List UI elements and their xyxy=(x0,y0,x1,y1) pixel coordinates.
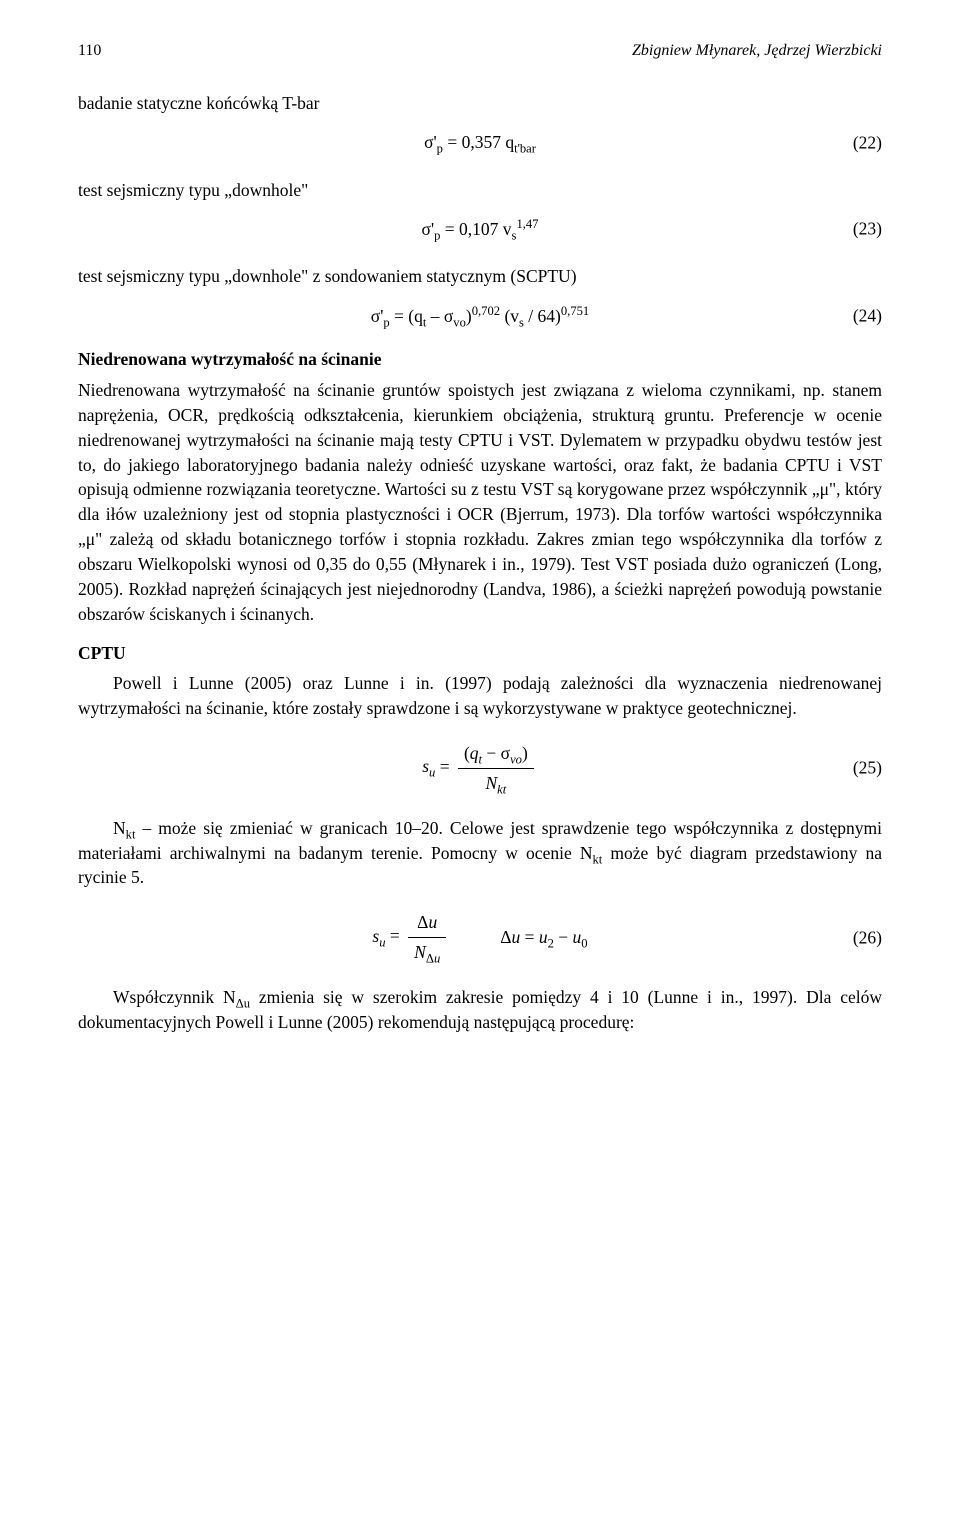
eq25-number: (25) xyxy=(853,756,882,781)
eq26-part1: su = ΔuNΔu xyxy=(372,910,450,965)
eq25-content: su = (qt − σvo)Nkt xyxy=(422,741,538,796)
eq26-content: su = ΔuNΔu Δu = u2 − u0 xyxy=(372,910,587,965)
eq23-content: σ'p = 0,107 vs1,47 xyxy=(422,217,539,242)
eq25-fraction: (qt − σvo)Nkt xyxy=(458,741,534,796)
eq26-part1-den: NΔu xyxy=(408,938,446,965)
equation-22: σ'p = 0,357 qt'bar (22) xyxy=(78,126,882,160)
eq24-number: (24) xyxy=(853,304,882,329)
eq26-part2: Δu = u2 − u0 xyxy=(500,925,587,950)
heading-niedrenowana: Niedrenowana wytrzymałość na ścinanie xyxy=(78,347,882,372)
eq26-number: (26) xyxy=(853,925,882,950)
page-header: 110 Zbigniew Młynarek, Jędrzej Wierzbick… xyxy=(78,40,882,63)
eq22-content: σ'p = 0,357 qt'bar xyxy=(424,130,536,155)
eq25-lhs: su = xyxy=(422,756,454,776)
heading-cptu: CPTU xyxy=(78,641,882,666)
paragraph-1: Niedrenowana wytrzymałość na ścinanie gr… xyxy=(78,378,882,626)
equation-26: su = ΔuNΔu Δu = u2 − u0 (26) xyxy=(78,910,882,965)
page-number: 110 xyxy=(78,40,101,63)
section-label-tbar: badanie statyczne końcówką T-bar xyxy=(78,91,882,116)
paragraph-3: Nkt – może się zmieniać w granicach 10–2… xyxy=(78,816,882,891)
eq25-den: Nkt xyxy=(458,769,534,796)
paragraph-4: Współczynnik NΔu zmienia się w szerokim … xyxy=(78,985,882,1035)
eq26-part1-fraction: ΔuNΔu xyxy=(408,910,446,965)
eq26-part1-lhs: su = xyxy=(372,926,404,946)
equation-23: σ'p = 0,107 vs1,47 (23) xyxy=(78,212,882,246)
eq23-number: (23) xyxy=(853,217,882,242)
authors: Zbigniew Młynarek, Jędrzej Wierzbicki xyxy=(632,40,882,63)
equation-25: su = (qt − σvo)Nkt (25) xyxy=(78,741,882,796)
eq24-content: σ'p = (qt – σvo)0,702 (vs / 64)0,751 xyxy=(371,304,589,329)
equation-24: σ'p = (qt – σvo)0,702 (vs / 64)0,751 (24… xyxy=(78,299,882,333)
eq26-part1-num: Δu xyxy=(408,910,446,938)
paragraph-2: Powell i Lunne (2005) oraz Lunne i in. (… xyxy=(78,671,882,721)
section-label-scptu: test sejsmiczny typu „downhole" z sondow… xyxy=(78,264,882,289)
eq22-number: (22) xyxy=(853,130,882,155)
eq25-num: (qt − σvo) xyxy=(458,741,534,769)
section-label-downhole: test sejsmiczny typu „downhole" xyxy=(78,178,882,203)
